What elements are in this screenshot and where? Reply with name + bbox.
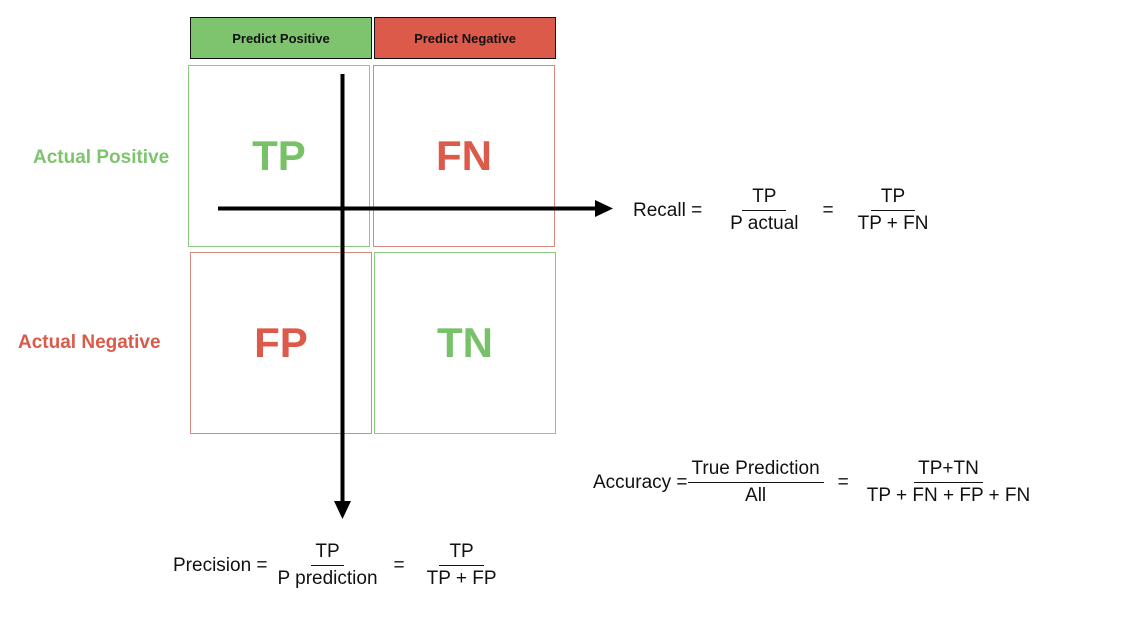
predict-positive-header: Predict Positive — [190, 17, 372, 59]
recall-numerator-1: TP — [742, 186, 787, 211]
precision-formula: Precision = TP P prediction = TP TP + FP — [173, 541, 507, 590]
accuracy-denominator-2: TP + FN + FP + FN — [866, 485, 1031, 506]
cell-true-negative: TN — [374, 252, 556, 434]
accuracy-denominator-1: All — [745, 485, 767, 506]
recall-formula: Recall = TP P actual = TP TP + FN — [633, 186, 939, 235]
precision-fraction-1: TP P prediction — [274, 541, 382, 590]
recall-denominator-2: TP + FN — [857, 213, 929, 234]
accuracy-formula: Accuracy = True Prediction All = TP+TN T… — [593, 458, 1034, 507]
precision-fraction-2: TP TP + FP — [417, 541, 507, 590]
accuracy-label: Accuracy = — [593, 471, 688, 493]
cell-false-positive: FP — [190, 252, 372, 434]
precision-equals: = — [393, 554, 405, 576]
precision-numerator-2: TP — [439, 541, 484, 566]
recall-fraction-1: TP P actual — [720, 186, 808, 235]
precision-denominator-2: TP + FP — [426, 568, 497, 589]
predict-negative-header: Predict Negative — [374, 17, 556, 59]
fp-label: FP — [254, 319, 308, 366]
actual-positive-label: Actual Positive — [33, 147, 170, 168]
accuracy-fraction-1: True Prediction All — [687, 458, 824, 507]
precision-numerator-1: TP — [311, 541, 344, 566]
accuracy-equals: = — [837, 471, 849, 493]
cell-false-negative: FN — [373, 65, 555, 247]
recall-arrow — [218, 200, 613, 217]
tn-label: TN — [437, 319, 493, 366]
accuracy-fraction-2: TP+TN TP + FN + FP + FN — [863, 458, 1035, 507]
recall-equals: = — [822, 199, 834, 221]
recall-fraction-2: TP TP + FN — [848, 186, 939, 235]
recall-numerator-2: TP — [870, 186, 916, 211]
fn-label: FN — [436, 132, 492, 179]
precision-label: Precision = — [173, 554, 268, 576]
recall-label: Recall = — [633, 199, 703, 221]
actual-negative-label: Actual Negative — [18, 332, 161, 353]
cell-true-positive: TP — [188, 65, 370, 247]
tp-label: TP — [252, 132, 306, 179]
precision-arrow — [334, 74, 351, 519]
accuracy-numerator-1: True Prediction — [687, 458, 824, 483]
precision-denominator-1: P prediction — [277, 568, 378, 589]
recall-denominator-1: P actual — [730, 213, 799, 234]
accuracy-numerator-2: TP+TN — [914, 458, 983, 483]
